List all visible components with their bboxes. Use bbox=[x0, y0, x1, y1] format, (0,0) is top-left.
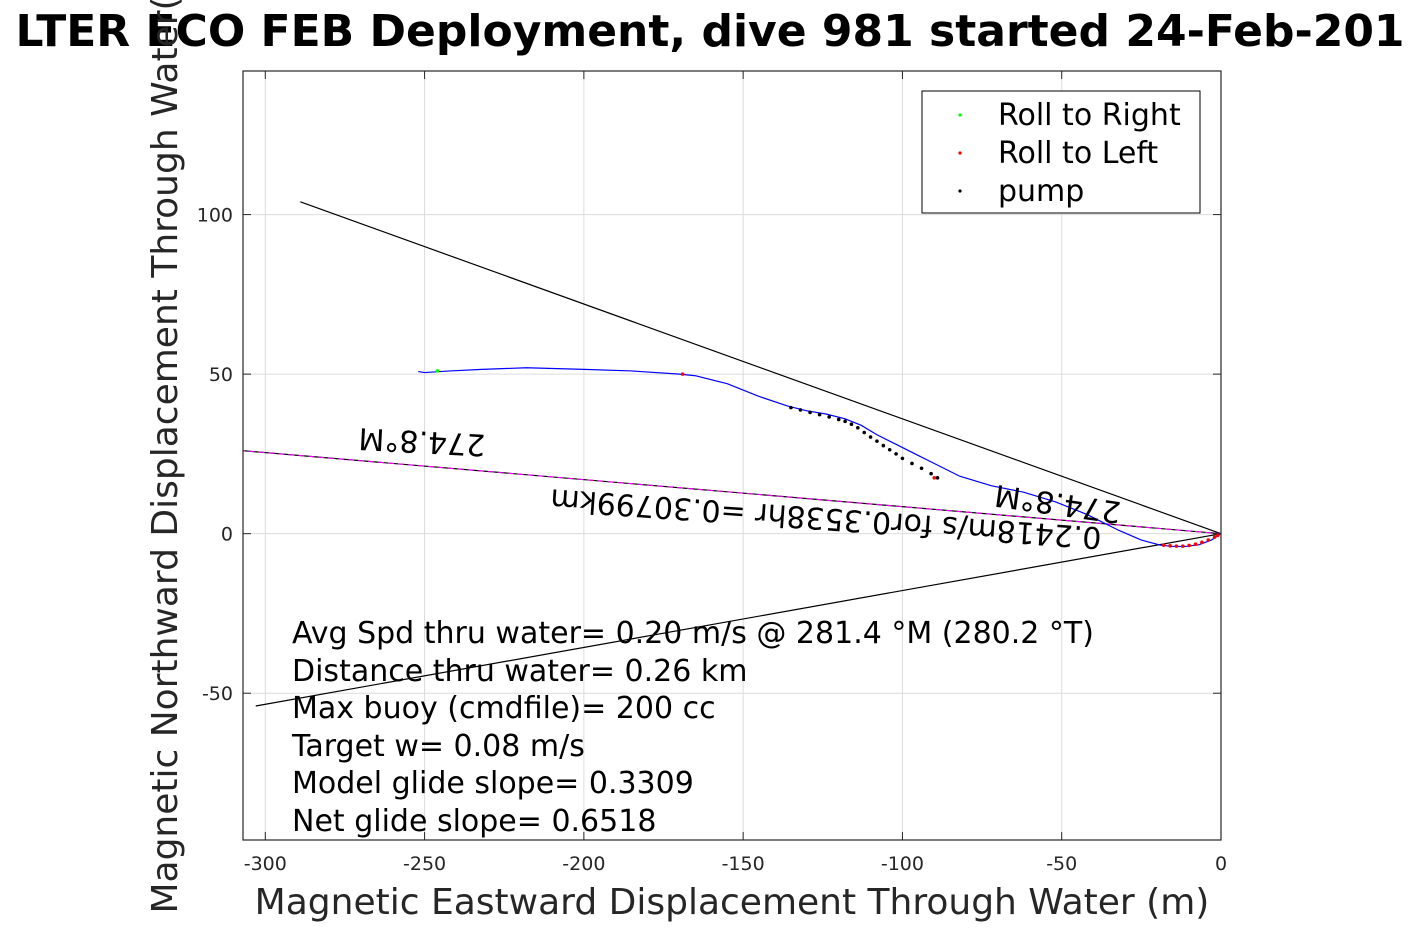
pump-point bbox=[929, 471, 933, 476]
net-glide-slope-text: Net glide slope= 0.6518 bbox=[292, 804, 656, 839]
pump-point bbox=[900, 456, 905, 461]
x-tick-label: -100 bbox=[881, 853, 924, 875]
x-axis-label: Magnetic Eastward Displacement Through W… bbox=[255, 882, 1210, 923]
pump-point bbox=[919, 466, 924, 471]
target-w-text: Target w= 0.08 m/s bbox=[291, 729, 585, 764]
pump-point bbox=[935, 476, 940, 480]
y-tick-label: -50 bbox=[202, 683, 233, 705]
y-tick-label: 100 bbox=[197, 205, 233, 227]
avg-speed-text: Avg Spd thru water= 0.20 m/s @ 281.4 °M … bbox=[292, 616, 1094, 651]
legend: Roll to Right Roll to Left pump bbox=[921, 90, 1201, 214]
reference-line bbox=[255, 533, 1222, 707]
roll-left-point bbox=[1174, 544, 1179, 548]
point-markers bbox=[435, 369, 1220, 548]
pump-point bbox=[894, 452, 898, 456]
legend-label-pump: pump bbox=[998, 174, 1084, 209]
roll-left-point bbox=[1180, 544, 1185, 548]
roll-left-point bbox=[1193, 542, 1198, 547]
reference-line bbox=[300, 201, 1222, 535]
max-buoy-text: Max buoy (cmdfile)= 200 cc bbox=[292, 691, 716, 726]
rotated-labels: 274.8°M 274.8°M 0.2418m/s for0.3538hr =0… bbox=[358, 420, 1123, 555]
pump-point bbox=[843, 419, 847, 424]
roll-left-point bbox=[1206, 538, 1211, 542]
legend-marker-roll-right bbox=[958, 113, 962, 117]
reference-lines bbox=[242, 201, 1222, 707]
x-tick-label: -250 bbox=[403, 853, 446, 875]
x-tick-label: -200 bbox=[562, 853, 605, 875]
x-tick-label: -50 bbox=[1046, 853, 1077, 875]
pump-point bbox=[875, 439, 879, 443]
pump-point bbox=[887, 447, 892, 452]
pump-point bbox=[862, 430, 867, 435]
y-axis-label: Magnetic Northward Displacement Through … bbox=[145, 0, 186, 914]
roll-left-point bbox=[1212, 535, 1217, 539]
pump-point bbox=[881, 443, 886, 448]
track-line bbox=[418, 367, 1222, 548]
pump-point bbox=[798, 408, 803, 412]
model-glide-slope-text: Model glide slope= 0.3309 bbox=[292, 766, 694, 801]
axes-box bbox=[242, 70, 1222, 841]
roll-left-point bbox=[1168, 544, 1172, 548]
pump-point bbox=[836, 417, 841, 422]
legend-marker-pump bbox=[958, 189, 962, 193]
pump-point bbox=[849, 422, 854, 427]
roll-left-point bbox=[680, 372, 685, 376]
y-tick-label: 0 bbox=[221, 524, 233, 546]
distance-text: Distance thru water= 0.26 km bbox=[292, 654, 747, 689]
pump-point bbox=[808, 410, 812, 415]
legend-box bbox=[921, 90, 1201, 214]
pump-point bbox=[856, 425, 860, 430]
stats-annotations: Avg Spd thru water= 0.20 m/s @ 281.4 °M … bbox=[291, 616, 1094, 839]
pump-point bbox=[868, 435, 873, 439]
axis-ticks: -300 -250 -200 -150 -100 -50 0 -50 0 50 100 bbox=[197, 71, 1227, 875]
reference-line bbox=[242, 450, 1222, 535]
track-series bbox=[418, 367, 1222, 548]
x-tick-label: -300 bbox=[244, 853, 287, 875]
roll-left-point bbox=[932, 476, 937, 480]
roll-right-point bbox=[435, 369, 440, 373]
legend-label-roll-right: Roll to Right bbox=[998, 98, 1181, 133]
y-tick-label: 50 bbox=[209, 364, 233, 386]
roll-left-point bbox=[1200, 540, 1204, 545]
legend-label-roll-left: Roll to Left bbox=[998, 136, 1158, 171]
roll-left-point bbox=[1216, 533, 1220, 538]
pump-point bbox=[827, 415, 831, 419]
roll-left-point bbox=[1187, 543, 1191, 548]
pump-point bbox=[789, 405, 793, 410]
pump-point bbox=[817, 412, 822, 417]
legend-marker-roll-left bbox=[958, 151, 962, 155]
roll-left-point bbox=[1161, 543, 1166, 547]
x-tick-label: 0 bbox=[1215, 853, 1227, 875]
heading-label-upper: 274.8°M bbox=[358, 420, 486, 462]
chart-title: LTER ECO FEB Deployment, dive 981 starte… bbox=[15, 6, 1404, 57]
x-tick-label: -150 bbox=[722, 853, 765, 875]
pump-point bbox=[910, 461, 914, 466]
